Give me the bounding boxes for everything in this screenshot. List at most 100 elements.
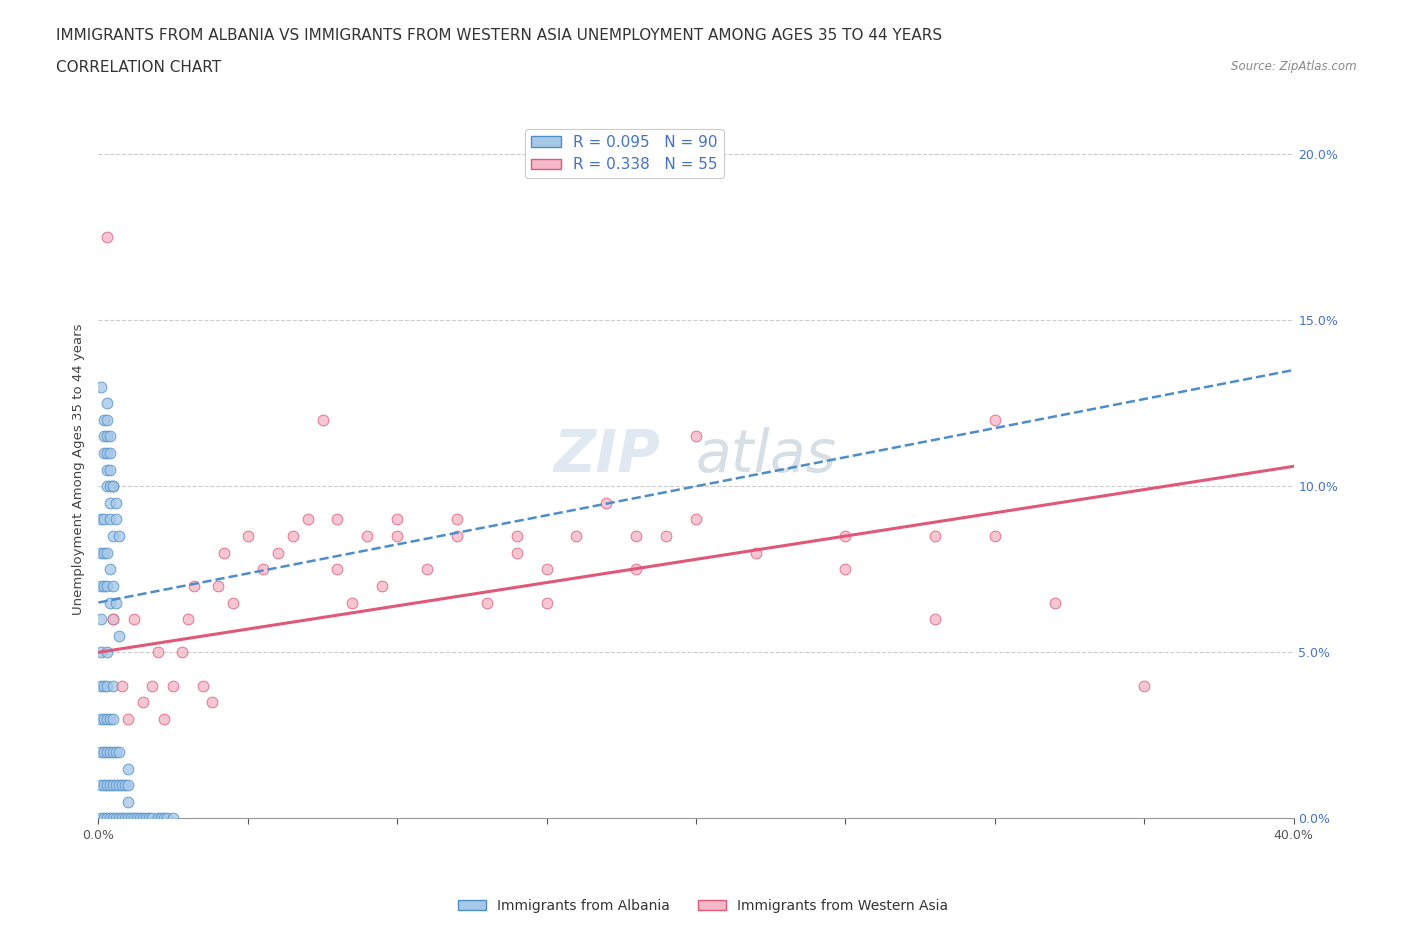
Point — [108, 745, 131, 760]
Point — [446, 512, 468, 527]
Point — [201, 695, 224, 710]
Point — [96, 479, 118, 494]
Point — [108, 629, 131, 644]
Point — [924, 528, 946, 543]
Point — [162, 811, 184, 826]
Text: CORRELATION CHART: CORRELATION CHART — [56, 60, 221, 75]
Point — [90, 512, 112, 527]
Point — [117, 777, 139, 792]
Point — [342, 595, 364, 610]
Point — [117, 761, 139, 776]
Point — [212, 545, 235, 560]
Point — [108, 777, 131, 792]
Point — [150, 811, 173, 826]
Point — [984, 412, 1007, 427]
Point — [1133, 678, 1156, 693]
Point — [371, 578, 394, 593]
Point — [132, 695, 155, 710]
Point — [924, 612, 946, 627]
Point — [156, 811, 179, 826]
Legend: R = 0.095   N = 90, R = 0.338   N = 55: R = 0.095 N = 90, R = 0.338 N = 55 — [524, 128, 724, 179]
Text: IMMIGRANTS FROM ALBANIA VS IMMIGRANTS FROM WESTERN ASIA UNEMPLOYMENT AMONG AGES : IMMIGRANTS FROM ALBANIA VS IMMIGRANTS FR… — [56, 28, 942, 43]
Point — [105, 745, 128, 760]
Point — [98, 562, 122, 577]
Point — [595, 496, 617, 511]
Point — [103, 745, 125, 760]
Point — [90, 711, 112, 726]
Point — [311, 412, 333, 427]
Point — [117, 811, 139, 826]
Point — [96, 578, 118, 593]
Text: atlas: atlas — [696, 427, 837, 485]
Point — [96, 230, 118, 245]
Point — [127, 811, 149, 826]
Point — [96, 811, 118, 826]
Point — [98, 595, 122, 610]
Point — [626, 528, 648, 543]
Point — [153, 811, 176, 826]
Point — [96, 429, 118, 444]
Point — [172, 644, 194, 659]
Point — [207, 578, 229, 593]
Point — [124, 612, 146, 627]
Point — [536, 562, 558, 577]
Point — [98, 496, 122, 511]
Point — [252, 562, 274, 577]
Point — [148, 644, 170, 659]
Point — [103, 777, 125, 792]
Point — [138, 811, 160, 826]
Point — [111, 811, 134, 826]
Point — [153, 711, 176, 726]
Point — [114, 811, 136, 826]
Point — [93, 811, 115, 826]
Point — [326, 562, 349, 577]
Point — [177, 612, 200, 627]
Point — [162, 678, 184, 693]
Point — [105, 595, 128, 610]
Point — [565, 528, 588, 543]
Point — [98, 777, 122, 792]
Point — [96, 445, 118, 460]
Point — [117, 794, 139, 809]
Point — [103, 678, 125, 693]
Point — [105, 811, 128, 826]
Point — [148, 811, 170, 826]
Point — [141, 678, 163, 693]
Point — [96, 412, 118, 427]
Point — [90, 777, 112, 792]
Y-axis label: Unemployment Among Ages 35 to 44 years: Unemployment Among Ages 35 to 44 years — [72, 324, 86, 616]
Point — [103, 578, 125, 593]
Point — [103, 612, 125, 627]
Point — [506, 545, 529, 560]
Point — [96, 396, 118, 411]
Point — [98, 429, 122, 444]
Point — [98, 445, 122, 460]
Point — [108, 528, 131, 543]
Point — [90, 578, 112, 593]
Point — [103, 528, 125, 543]
Point — [105, 512, 128, 527]
Point — [685, 512, 707, 527]
Point — [93, 578, 115, 593]
Point — [267, 545, 290, 560]
Point — [98, 811, 122, 826]
Point — [105, 496, 128, 511]
Point — [96, 462, 118, 477]
Point — [96, 745, 118, 760]
Point — [655, 528, 678, 543]
Point — [111, 777, 134, 792]
Point — [90, 644, 112, 659]
Point — [356, 528, 378, 543]
Point — [103, 711, 125, 726]
Point — [385, 528, 409, 543]
Point — [745, 545, 768, 560]
Point — [108, 811, 131, 826]
Point — [98, 512, 122, 527]
Point — [297, 512, 319, 527]
Point — [506, 528, 529, 543]
Point — [98, 711, 122, 726]
Point — [129, 811, 152, 826]
Point — [834, 562, 856, 577]
Point — [93, 678, 115, 693]
Point — [90, 379, 112, 394]
